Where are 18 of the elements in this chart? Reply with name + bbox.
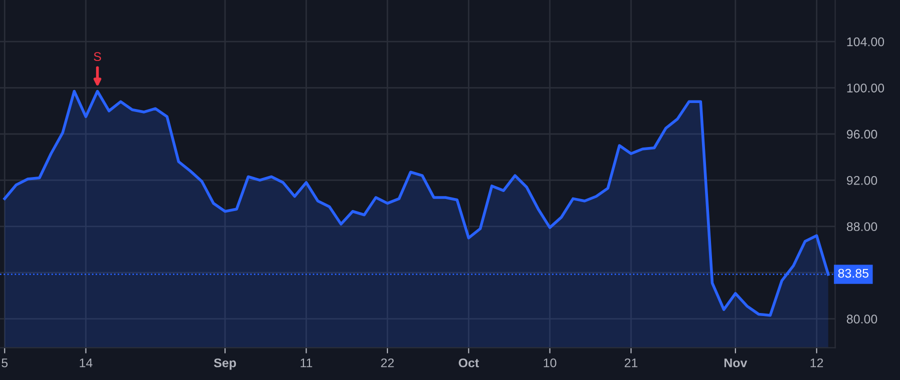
x-tick-label: 14 [80, 358, 92, 368]
annotation: S [94, 52, 102, 62]
x-tick-label: 21 [624, 358, 638, 368]
x-tick-label: 11 [300, 358, 312, 368]
x-tick-label: 5 [2, 358, 8, 368]
y-tick-label: 100.00 [847, 84, 884, 92]
y-tick-label: 96.00 [846, 130, 878, 139]
x-tick-label: Nov [724, 358, 748, 368]
x-tick-label: 12 [810, 358, 823, 368]
x-tick-label: 10 [544, 358, 556, 368]
y-tick-label: 88.00 [846, 222, 878, 232]
y-tick-label: 92.00 [846, 176, 878, 185]
x-tick-label: Sep [214, 358, 236, 370]
ref-line-label: 83.85 [838, 268, 868, 278]
x-tick-label: 22 [381, 358, 394, 368]
x-tick-label: Oct [458, 358, 479, 368]
y-tick-label: 104.00 [847, 37, 884, 46]
y-tick-label: 80.00 [846, 314, 878, 324]
